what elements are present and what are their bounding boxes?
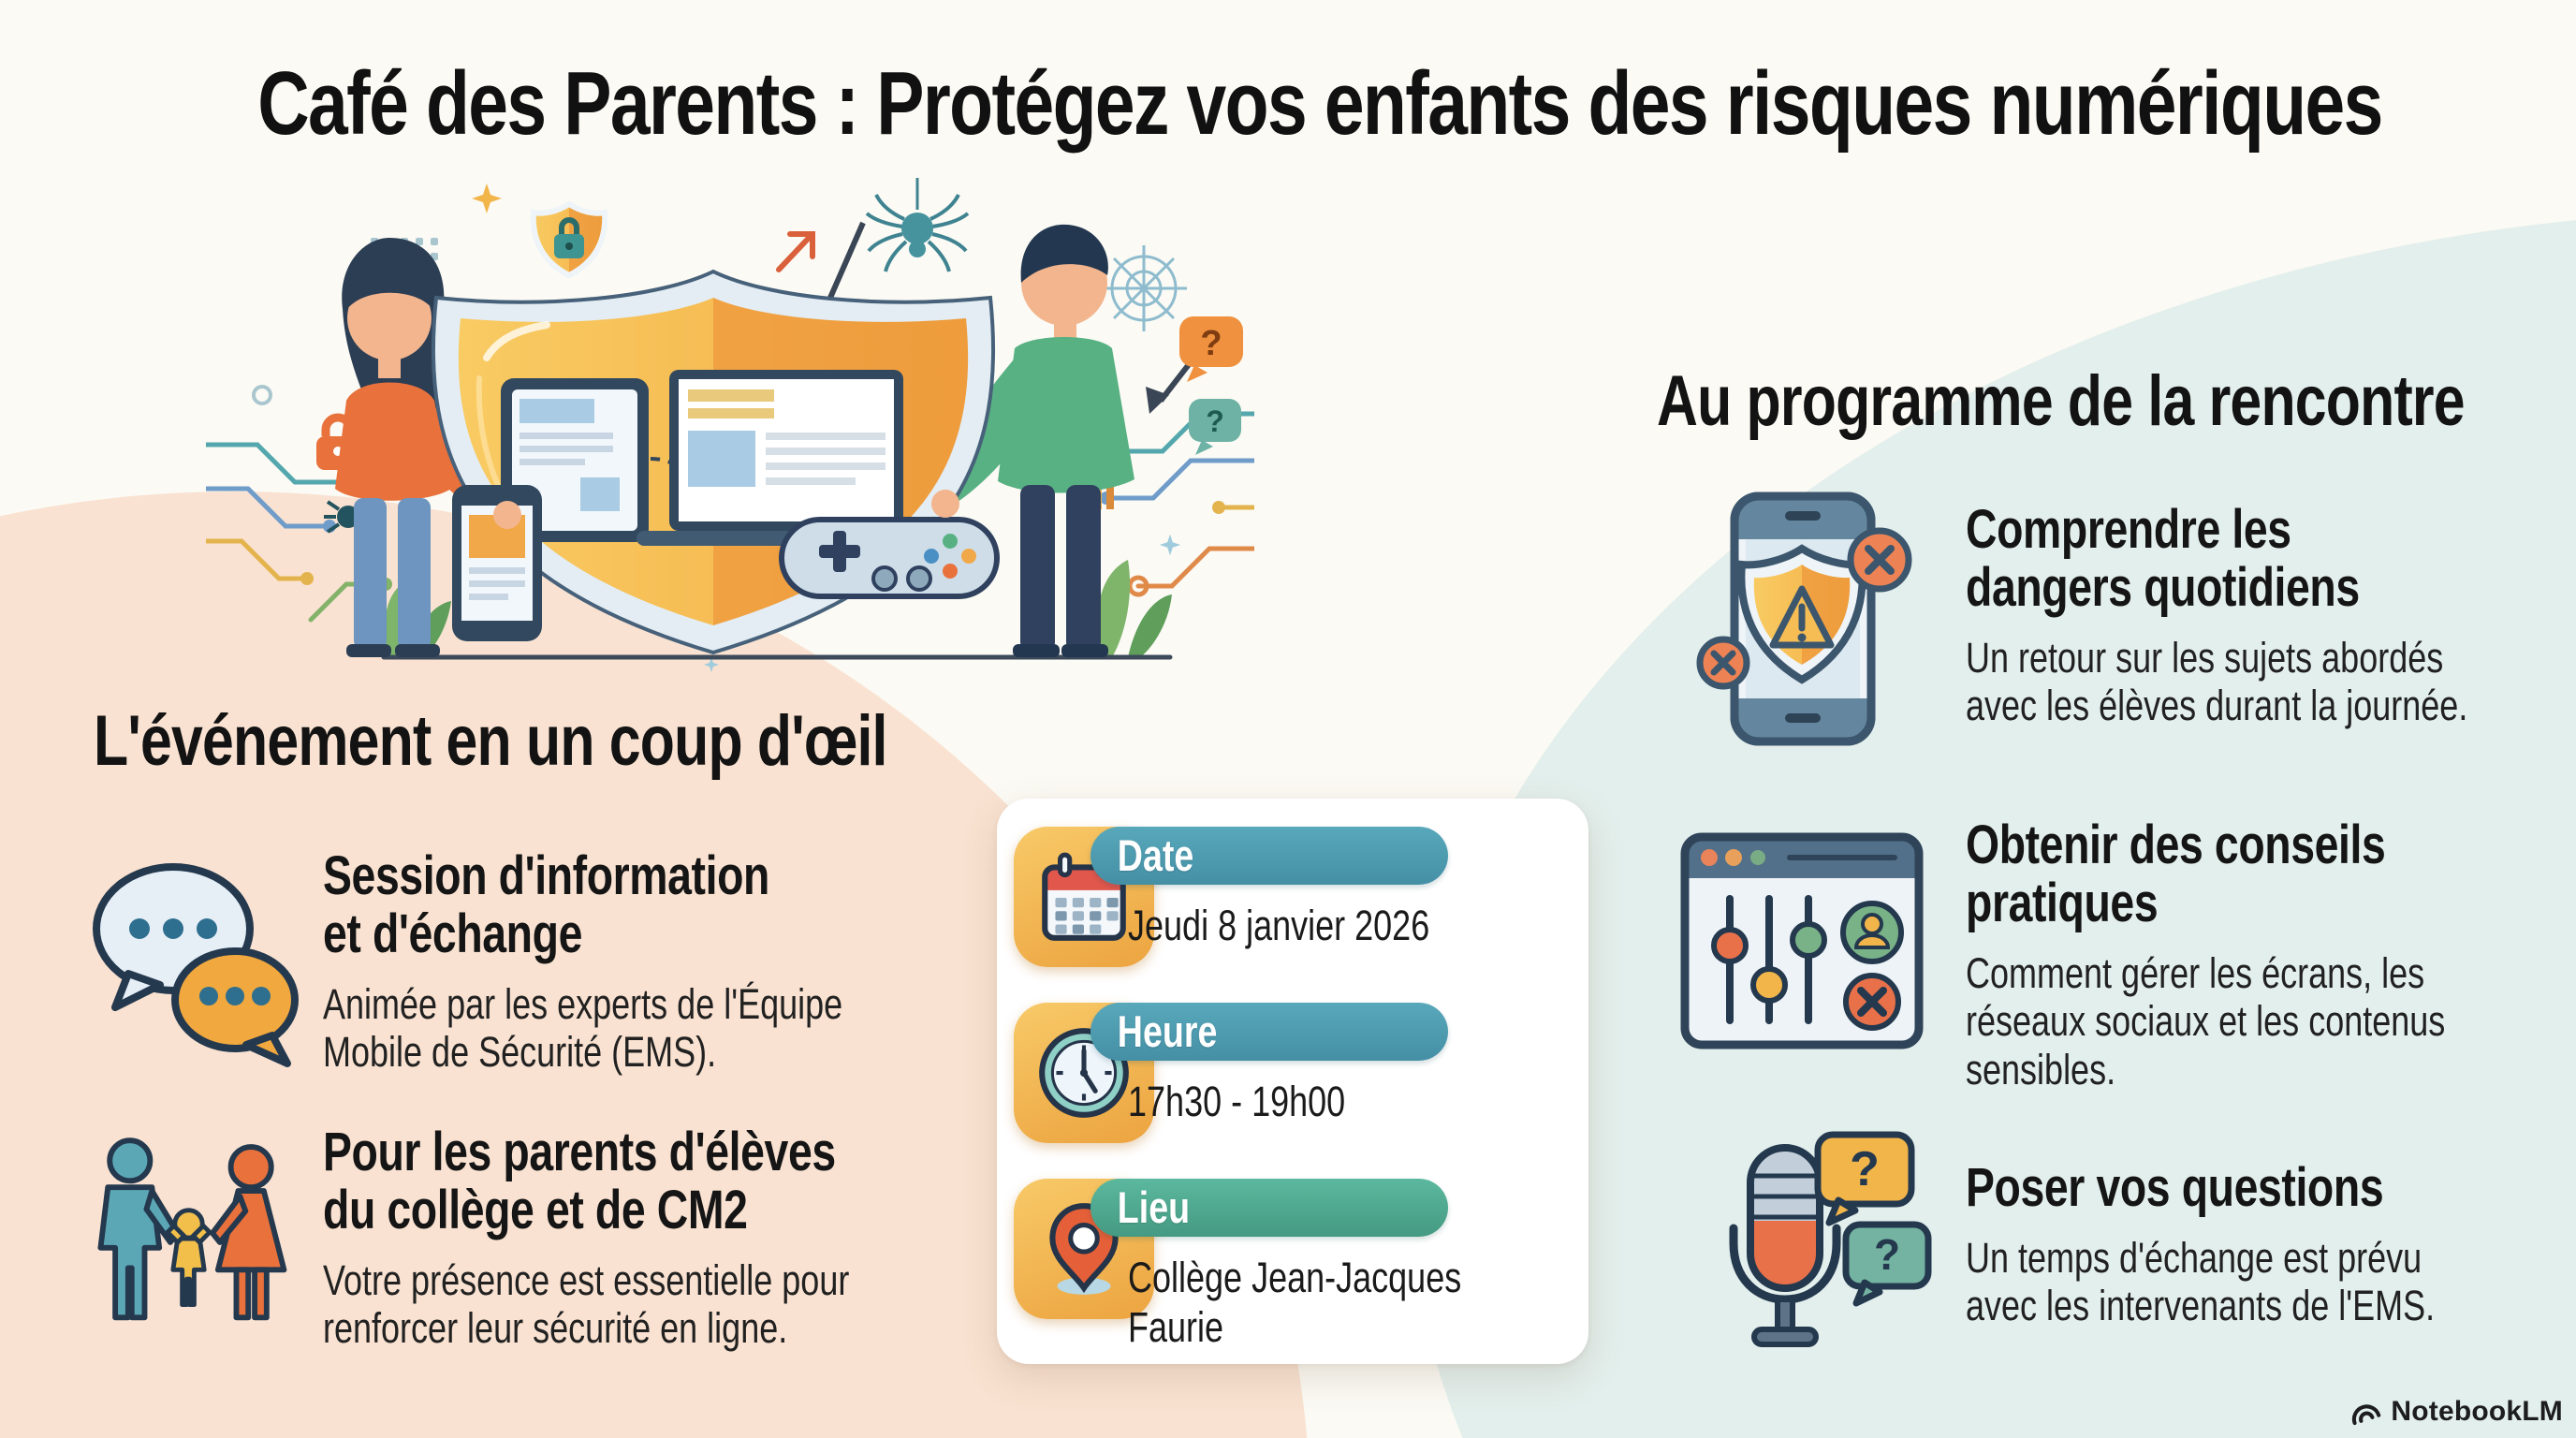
detail-row-date: Date Jeudi 8 janvier 2026 <box>997 827 1588 986</box>
leaves-right <box>1096 560 1172 657</box>
location-banner: Lieu <box>1090 1179 1448 1237</box>
question-bubble-orange-icon: ? <box>1179 316 1243 382</box>
woman-hand <box>493 501 521 529</box>
program-heading: Au programme de la rencontre <box>1657 361 2466 441</box>
svg-text:?: ? <box>1206 404 1224 438</box>
spider-icon <box>865 178 970 272</box>
overview-item-title: Session d'information et d'échange <box>323 845 769 965</box>
program-item-title: Comprendre les dangers quotidiens <box>1966 499 2360 619</box>
program-item-title: Poser vos questions <box>1966 1157 2384 1218</box>
hero-illustration-parents-shield: ? ? <box>206 178 1254 672</box>
sparkle-icon <box>1159 534 1181 556</box>
question-bubble-teal-icon: ? <box>1189 399 1241 455</box>
red-arrow-icon <box>776 231 815 272</box>
program-item-description: Comment gérer les écrans, les réseaux so… <box>1966 949 2446 1093</box>
location-value: Collège Jean-Jacques Faurie <box>1128 1254 1462 1351</box>
man-hand <box>931 490 959 518</box>
svg-text:?: ? <box>1874 1230 1900 1279</box>
sparkle-icon <box>704 657 719 672</box>
chat-bubbles-icon <box>93 863 299 1067</box>
page-title: Café des Parents : Protégez vos enfants … <box>257 53 2383 154</box>
program-item: Obtenir des conseils pratiques Comment g… <box>1966 814 2535 1093</box>
lock-badge-icon <box>530 200 608 279</box>
date-banner: Date <box>1090 827 1448 885</box>
microphone-questions-icon: ? ? <box>1729 1131 1932 1347</box>
notebooklm-watermark: NotebookLM <box>2349 1395 2563 1429</box>
overview-item: Session d'information et d'échange Animé… <box>323 845 892 1077</box>
overview-item-title: Pour les parents d'élèves du collège et … <box>323 1122 836 1241</box>
sparkle-icon <box>472 183 502 213</box>
program-item-description: Un temps d'échange est prévu avec les in… <box>1966 1234 2436 1330</box>
event-details-card: Date Jeudi 8 janvier 2026 <box>997 799 1588 1364</box>
time-banner: Heure <box>1090 1003 1448 1061</box>
overview-item: Pour les parents d'élèves du collège et … <box>323 1123 892 1353</box>
parent-woman-figure <box>335 238 526 657</box>
date-value: Jeudi 8 janvier 2026 <box>1128 902 1430 949</box>
program-item-title: Obtenir des conseils pratiques <box>1966 814 2386 934</box>
svg-text:?: ? <box>1850 1142 1880 1196</box>
time-value: 17h30 - 19h00 <box>1128 1078 1346 1125</box>
phone-warning-shield-icon <box>1696 492 1912 746</box>
overview-item-description: Animée par les experts de l'Équipe Mobil… <box>323 980 843 1077</box>
date-label: Date <box>1117 830 1194 880</box>
smartphone-graphic <box>452 485 542 641</box>
settings-sliders-icon <box>1680 832 1924 1049</box>
svg-text:?: ? <box>1200 324 1222 363</box>
spider-web-icon <box>1101 245 1187 331</box>
detail-row-time: Heure 17h30 - 19h00 <box>997 1003 1588 1162</box>
program-item-description: Un retour sur les sujets abordés avec le… <box>1966 634 2468 730</box>
calendar-icon-tile <box>1014 827 1154 967</box>
program-item: Comprendre les dangers quotidiens Un ret… <box>1966 499 2535 730</box>
notebooklm-watermark-label: NotebookLM <box>2391 1396 2563 1427</box>
overview-heading: L'événement en un coup d'œil <box>94 701 887 781</box>
location-label: Lieu <box>1117 1182 1191 1232</box>
family-icon <box>97 1137 287 1321</box>
detail-row-location: Lieu Collège Jean-Jacques Faurie <box>997 1179 1588 1351</box>
notebooklm-logo-icon <box>2352 1404 2381 1426</box>
overview-item-description: Votre présence est essentielle pour renf… <box>323 1256 850 1353</box>
program-item: Poser vos questions Un temps d'échange e… <box>1966 1157 2535 1330</box>
game-controller-graphic <box>779 517 1000 599</box>
time-label: Heure <box>1117 1006 1218 1056</box>
